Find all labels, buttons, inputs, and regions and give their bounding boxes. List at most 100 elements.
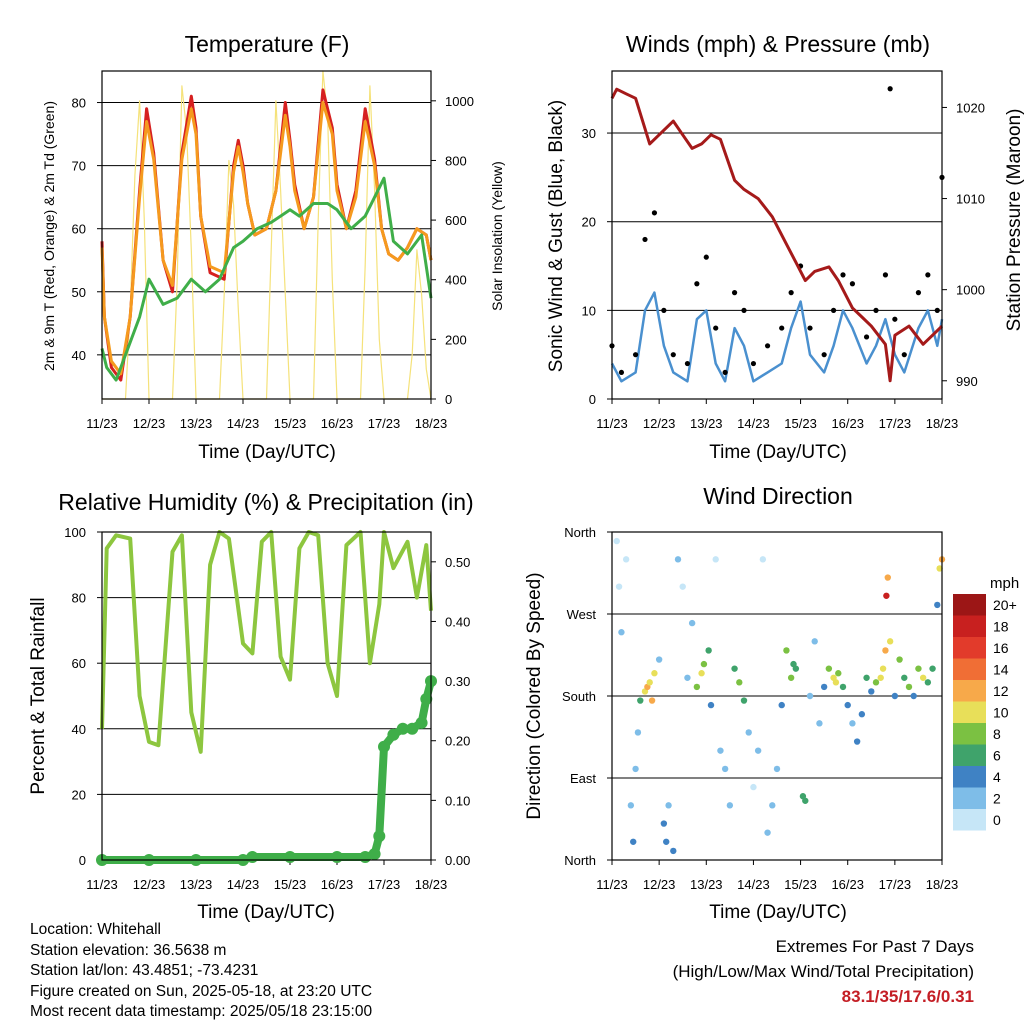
gust-point [703,254,709,260]
y2-tick-label: 1000 [445,94,474,109]
direction-point [655,656,663,663]
direction-point [883,592,890,599]
direction-point [787,674,795,681]
gust-point [807,325,813,331]
x-tick-label: 13/23 [690,416,723,431]
direction-point [622,556,630,563]
x-tick-label: 18/23 [926,416,959,431]
direction-point [863,674,870,681]
direction-point [684,674,691,681]
x-tick-label: 15/23 [784,877,817,892]
y2-tick-label: 0.40 [445,614,470,629]
legend-label: 4 [993,769,1001,785]
gust-point [731,290,738,296]
gust-point [741,307,747,313]
y-tick-label: 80 [72,96,86,111]
direction-point [882,647,889,654]
direction-point [886,638,894,645]
legend-label: 14 [993,661,1009,677]
direction-point [802,797,809,804]
direction-point [665,802,672,809]
legend-swatch [953,615,986,637]
gust-point [779,325,785,331]
plot-frame [101,70,432,400]
gust-point [713,325,719,331]
direction-point [891,692,899,700]
direction-point [919,674,927,681]
direction-point [731,665,738,672]
y-tick-label: 60 [72,222,86,237]
x-tick-label: 13/23 [690,877,723,892]
station-pressure-line [610,87,944,383]
station-info: Location: Whitehall Station elevation: 3… [30,920,372,1023]
legend-label: 20+ [993,597,1017,613]
direction-point [712,556,719,563]
relative-humidity-line [100,530,433,754]
x-tick-label: 18/23 [415,877,448,892]
y2-tick-label: 0.00 [445,853,470,868]
y2-tick-label: 0.10 [445,793,470,808]
x-tick-label: 17/23 [368,416,401,431]
y-tick-label: 80 [72,591,86,606]
direction-point [740,697,748,704]
direction-point [853,738,861,745]
2m-td-line [100,176,433,382]
gust-point [925,272,931,278]
direction-point [849,720,856,727]
direction-point [858,711,866,718]
direction-point [630,838,637,845]
9m-t-line [100,101,433,376]
direction-point [736,679,743,686]
y2-tick-label: 200 [445,332,467,347]
legend-swatch [953,701,986,723]
direction-point [816,720,823,727]
direction-point [663,838,670,845]
direction-point [759,556,767,563]
station-location: Location: Whitehall [30,921,161,938]
y-tick-label: 30 [582,126,596,141]
gust-point [840,272,846,278]
x-tick-label: 13/23 [180,877,213,892]
direction-point [936,565,943,572]
x-tick-label: 14/23 [227,416,260,431]
gust-point [618,369,625,376]
direction-point [868,688,875,695]
legend-label: 18 [993,618,1009,634]
gust-point [750,360,757,367]
direction-point [651,670,658,677]
direction-point [934,601,941,609]
plot-frame [611,70,943,400]
direction-point [773,765,781,773]
direction-point [929,665,936,672]
direction-point [896,656,903,663]
direction-point [632,765,639,773]
direction-point [910,692,917,700]
y-tick-label: North [564,853,596,868]
y2-tick-label: 0.50 [445,555,470,570]
y2-tick-label: 1020 [956,100,985,115]
y-tick-label: 60 [72,656,86,671]
x-tick-label: 17/23 [879,416,912,431]
x-tick-label: 11/23 [86,416,118,431]
x-tick-label: 15/23 [784,416,817,431]
gust-point [873,307,879,313]
direction-point [707,701,715,709]
direction-point [877,674,884,681]
direction-point [825,665,833,672]
y2-tick-label: 0.30 [445,674,470,689]
x-tick-label: 12/23 [133,877,166,892]
extremes-title: Extremes For Past 7 Days [775,937,974,956]
winds-title: Winds (mph) & Pressure (mb) [626,31,930,57]
figure-created: Figure created on Sun, 2025-05-18, at 23… [30,982,373,1000]
x-tick-label: 11/23 [86,877,118,892]
y2-tick-label: 400 [445,273,467,288]
y2-tick-label: 600 [445,213,467,228]
direction-point [924,679,932,686]
direction-point [778,701,785,709]
direction-point [745,729,752,736]
direction-point [698,670,705,677]
direction-point [905,683,913,691]
y2-tick-label: 0.20 [445,734,470,749]
2m-t-line [100,88,433,382]
